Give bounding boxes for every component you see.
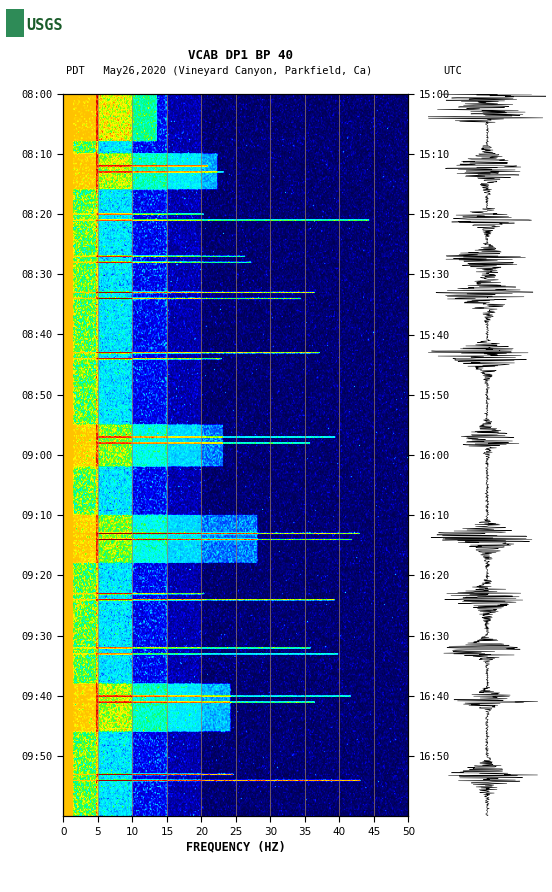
Bar — [6, 9, 24, 37]
Text: USGS: USGS — [26, 19, 63, 33]
Text: UTC: UTC — [443, 66, 462, 76]
X-axis label: FREQUENCY (HZ): FREQUENCY (HZ) — [186, 841, 286, 854]
Text: VCAB DP1 BP 40: VCAB DP1 BP 40 — [188, 49, 293, 62]
Text: PDT   May26,2020 (Vineyard Canyon, Parkfield, Ca): PDT May26,2020 (Vineyard Canyon, Parkfie… — [66, 66, 373, 76]
